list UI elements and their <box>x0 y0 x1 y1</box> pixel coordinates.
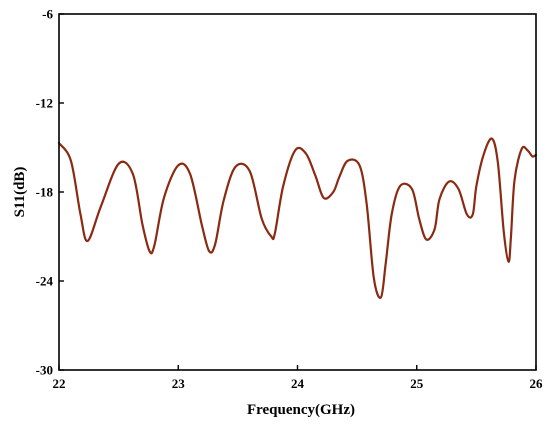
plot-area <box>59 14 536 370</box>
y-tick-label: -24 <box>36 274 54 289</box>
y-tick-label: -12 <box>36 96 53 111</box>
x-tick-label: 26 <box>530 376 544 391</box>
plot-frame <box>58 13 537 371</box>
s11-series-line <box>57 137 538 299</box>
x-tick-label: 22 <box>53 376 66 391</box>
y-axis-title: S11(dB) <box>12 167 28 218</box>
y-tick-label: -18 <box>36 185 54 200</box>
x-axis-title: Frequency(GHz) <box>247 402 355 418</box>
x-tick-label: 25 <box>410 376 424 391</box>
y-axis-ticks: -6 -12 -18 -24 -30 <box>36 7 64 378</box>
y-tick-label: -30 <box>36 363 53 378</box>
y-tick-label: -6 <box>42 7 53 22</box>
x-tick-label: 23 <box>172 376 186 391</box>
x-tick-label: 24 <box>291 376 305 391</box>
